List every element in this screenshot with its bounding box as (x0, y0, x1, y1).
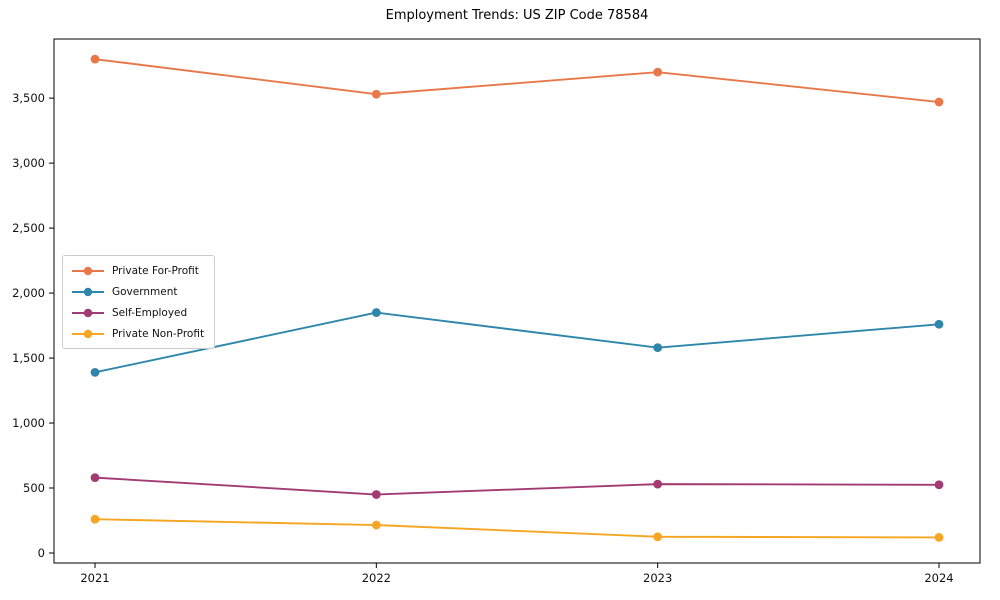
series-line-government (94, 311, 940, 374)
x-axis-tick-label: 2022 (362, 571, 391, 585)
legend-swatch-icon (72, 329, 104, 338)
series-marker-government (90, 367, 100, 377)
y-axis-tick-label: 2,500 (12, 221, 45, 235)
legend-swatch-icon (72, 266, 104, 275)
legend-swatch-icon (72, 287, 104, 296)
series-marker-private-for-profit (653, 67, 663, 77)
legend-marker-icon (83, 287, 93, 296)
plot-frame (53, 38, 981, 564)
legend-marker-icon (83, 266, 93, 275)
series-marker-government (934, 319, 944, 329)
y-axis-tick-label: 0 (38, 546, 45, 560)
series-marker-government (371, 308, 381, 317)
chart-title: Employment Trends: US ZIP Code 78584 (385, 8, 649, 23)
legend-item-private-for-profit: Private For-Profit (71, 263, 204, 278)
y-axis-tick-label: 3,000 (12, 156, 45, 170)
series-marker-self-employed (371, 490, 381, 499)
y-axis-tick-label: 500 (23, 481, 45, 495)
series-marker-self-employed (90, 473, 100, 483)
legend-label: Private Non-Profit (112, 327, 205, 340)
series-marker-self-employed (653, 479, 663, 489)
x-axis-tick-label: 2021 (80, 571, 109, 585)
series-line-private-non-profit (94, 518, 940, 539)
series-marker-private-for-profit (934, 97, 944, 107)
x-axis-tick-label: 2023 (643, 571, 672, 585)
x-axis-tick-label: 2024 (924, 571, 953, 585)
y-axis-tick-label: 3,500 (12, 91, 45, 105)
series-line-self-employed (94, 476, 940, 496)
series-marker-private-non-profit (371, 520, 381, 530)
series-marker-private-for-profit (90, 54, 100, 64)
series-marker-private-non-profit (934, 532, 944, 542)
series-marker-private-non-profit (90, 514, 100, 524)
legend-label: Government (112, 285, 178, 298)
legend-label: Self-Employed (112, 306, 188, 319)
y-axis-tick-label: 1,000 (12, 416, 45, 430)
legend-item-government: Government (71, 284, 204, 299)
legend: Private For-Profit Government Self-Employe… (62, 255, 216, 349)
series-marker-private-non-profit (653, 532, 663, 542)
y-axis-tick-label: 1,500 (12, 351, 45, 365)
y-axis-tick-label: 2,000 (12, 286, 45, 300)
series-marker-self-employed (934, 480, 944, 490)
legend-marker-icon (83, 308, 93, 317)
legend-item-private-non-profit: Private Non-Profit (71, 326, 204, 341)
series-line-private-for-profit (94, 58, 940, 103)
legend-marker-icon (83, 329, 93, 338)
legend-swatch-icon (72, 308, 104, 317)
series-marker-private-for-profit (371, 89, 381, 99)
legend-label: Private For-Profit (112, 264, 199, 277)
series-marker-government (653, 343, 663, 353)
legend-item-self-employed: Self-Employed (71, 305, 204, 320)
